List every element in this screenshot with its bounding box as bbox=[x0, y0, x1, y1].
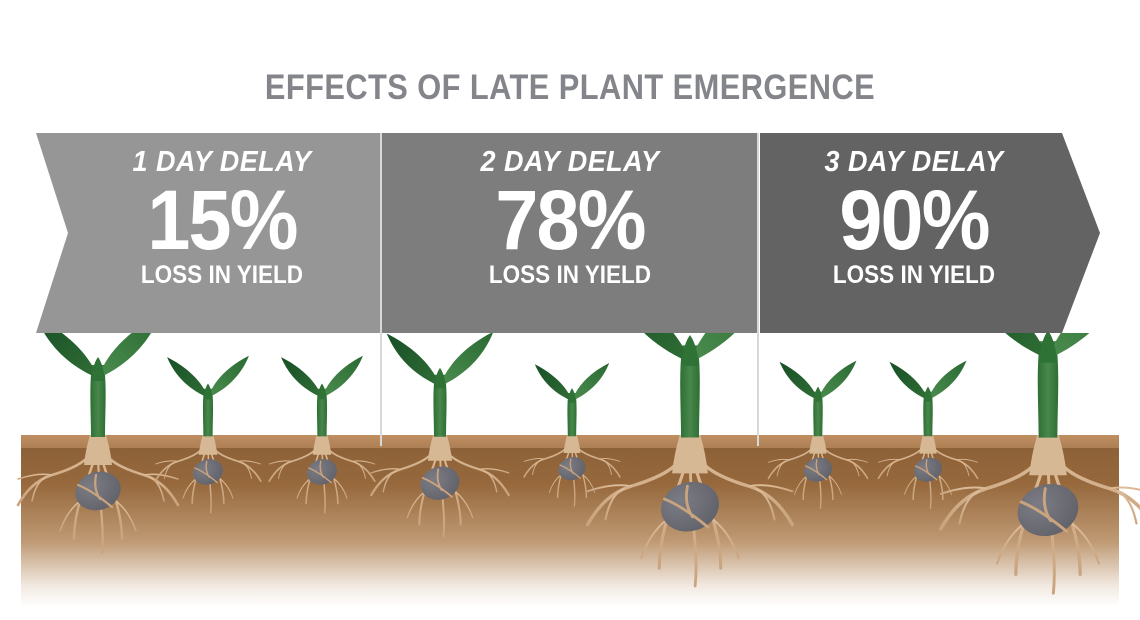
panel-2-delay-label: 2 DAY DELAY bbox=[480, 146, 660, 178]
panel-divider-2-soil bbox=[757, 333, 759, 446]
panel-2-loss-label: LOSS IN YIELD bbox=[488, 260, 652, 289]
panel-1-loss-label: LOSS IN YIELD bbox=[140, 260, 304, 289]
panel-3-loss-label: LOSS IN YIELD bbox=[832, 260, 996, 289]
banner-panel-3-text: 3 DAY DELAY 90% LOSS IN YIELD bbox=[758, 148, 1070, 288]
banner-panel-2-text: 2 DAY DELAY 78% LOSS IN YIELD bbox=[383, 148, 757, 288]
seedling-illustration bbox=[0, 333, 1140, 620]
panel-divider-1-soil bbox=[380, 333, 382, 446]
page-title: EFFECTS OF LATE PLANT EMERGENCE bbox=[264, 68, 876, 107]
panel-1-delay-label: 1 DAY DELAY bbox=[132, 146, 312, 178]
panel-2-percent: 78% bbox=[495, 173, 646, 267]
panel-3-delay-label: 3 DAY DELAY bbox=[824, 146, 1004, 178]
panel-3-percent: 90% bbox=[839, 173, 990, 267]
banner-panel-1-text: 1 DAY DELAY 15% LOSS IN YIELD bbox=[62, 148, 382, 288]
panel-1-percent: 15% bbox=[147, 173, 298, 267]
